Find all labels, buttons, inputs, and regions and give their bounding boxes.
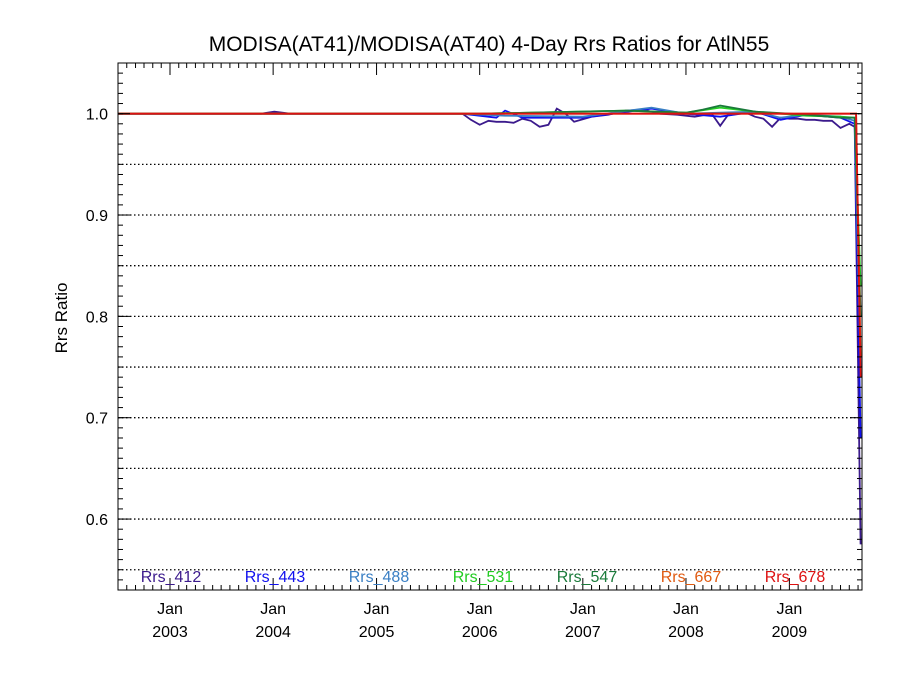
legend-label-rrs-443: Rrs_443: [245, 569, 306, 586]
x-tick-label-month: Jan: [570, 601, 596, 618]
y-tick-label: 1.0: [86, 107, 108, 124]
chart-title: MODISA(AT41)/MODISA(AT40) 4-Day Rrs Rati…: [209, 33, 770, 56]
series-line-rrs-443: [118, 107, 862, 439]
series-line-rrs-547: [118, 104, 862, 317]
x-tick-label-month: Jan: [673, 601, 699, 618]
y-tick-label: 0.9: [86, 208, 108, 225]
y-axis-label: Rrs Ratio: [52, 283, 71, 354]
legend-label-rrs-678: Rrs_678: [765, 569, 826, 586]
legend-label-rrs-547: Rrs_547: [557, 569, 618, 586]
series-line-rrs-412: [118, 107, 862, 545]
x-tick-label-month: Jan: [364, 601, 390, 618]
x-tick-label-month: Jan: [467, 601, 493, 618]
grid: [118, 113, 862, 571]
y-tick-label: 0.8: [86, 309, 108, 326]
axis-ticks: 0.6 0.7 0.8 0.9 1.0 Jan 2003 Jan 2004 Jan 2005 Jan 2…: [86, 62, 862, 641]
y-tick-label: 0.7: [86, 411, 108, 428]
x-tick-label-year: 2003: [152, 624, 188, 641]
legend-label-rrs-488: Rrs_488: [349, 569, 410, 586]
x-tick-label-year: 2004: [255, 624, 291, 641]
x-tick-label-year: 2005: [359, 624, 395, 641]
series-line-rrs-678: [118, 112, 862, 378]
series-lines: [118, 104, 862, 545]
y-tick-label: 0.6: [86, 512, 108, 529]
x-tick-label-year: 2007: [565, 624, 601, 641]
series-line-rrs-667: [118, 112, 862, 357]
legend: Rrs_412 Rrs_443 Rrs_488 Rrs_531 Rrs_547 Rrs_6…: [141, 569, 826, 586]
x-tick-label-month: Jan: [157, 601, 183, 618]
x-tick-label-month: Jan: [776, 601, 802, 618]
legend-label-rrs-412: Rrs_412: [141, 569, 202, 586]
x-tick-label-month: Jan: [260, 601, 286, 618]
series-line-rrs-488: [118, 106, 862, 368]
legend-label-rrs-667: Rrs_667: [661, 569, 722, 586]
plot-frame: [117, 62, 863, 591]
x-tick-label-year: 2009: [772, 624, 808, 641]
legend-label-rrs-531: Rrs_531: [453, 569, 514, 586]
x-tick-label-year: 2008: [668, 624, 704, 641]
series-line-rrs-531: [118, 106, 862, 287]
x-tick-label-year: 2006: [462, 624, 498, 641]
